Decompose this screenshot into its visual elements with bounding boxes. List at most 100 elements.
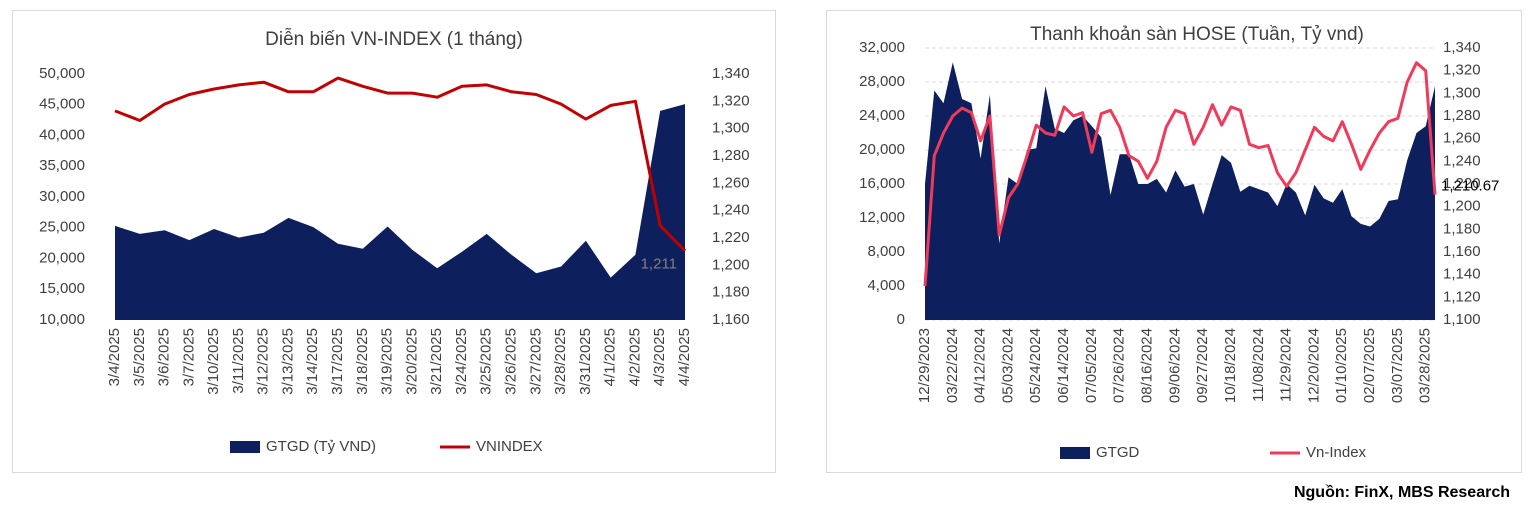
source-note: Nguồn: FinX, MBS Research (1294, 484, 1510, 501)
x-tick-label: 3/21/2025 (428, 328, 445, 395)
x-tick-label: 3/26/2025 (502, 328, 519, 395)
value-area (925, 62, 1435, 321)
value-label: 1,211 (641, 256, 677, 273)
x-tick-label: 3/14/2025 (304, 328, 321, 395)
x-tick-label: 09/27/2024 (1194, 328, 1211, 403)
index-line (923, 61, 1437, 287)
x-tick-label: 3/28/2025 (552, 328, 569, 395)
x-tick-label: 3/20/2025 (403, 328, 420, 395)
y-tick-label: 28,000 (859, 73, 905, 90)
y2-tick-label: 1,100 (1443, 311, 1481, 328)
value-label: 1,210.67 (1441, 178, 1499, 195)
x-tick-label: 05/24/2024 (1027, 328, 1044, 403)
y-tick-label: 10,000 (39, 311, 85, 328)
x-tick-label: 04/12/2024 (972, 328, 989, 403)
y2-tick-label: 1,340 (1443, 39, 1481, 56)
x-tick-label: 3/24/2025 (453, 328, 470, 395)
y2-tick-label: 1,220 (712, 229, 750, 246)
y2-tick-label: 1,200 (712, 256, 750, 273)
x-tick-label: 08/16/2024 (1139, 328, 1156, 403)
x-tick-label: 05/03/2024 (999, 328, 1016, 403)
x-tick-label: 07/26/2024 (1111, 328, 1128, 403)
x-tick-label: 3/18/2025 (354, 328, 371, 395)
x-tick-label: 4/4/2025 (676, 328, 693, 386)
y2-tick-label: 1,200 (1443, 198, 1481, 215)
x-tick-label: 3/19/2025 (379, 328, 396, 395)
y2-tick-label: 1,240 (712, 202, 750, 219)
x-tick-label: 3/13/2025 (279, 328, 296, 395)
legend-swatch (230, 441, 260, 453)
x-tick-label: 3/25/2025 (478, 328, 495, 395)
y2-tick-label: 1,280 (1443, 107, 1481, 124)
legend-swatch (1060, 447, 1090, 459)
x-tick-label: 3/31/2025 (577, 328, 594, 395)
y-tick-label: 15,000 (39, 280, 85, 297)
legend-label: VNINDEX (476, 438, 543, 455)
x-tick-label: 03/28/2025 (1417, 328, 1434, 403)
y2-tick-label: 1,220 (1443, 175, 1481, 192)
y2-tick-label: 1,340 (712, 65, 750, 82)
x-tick-label: 3/10/2025 (205, 328, 222, 395)
x-tick-label: 3/12/2025 (255, 328, 272, 395)
y-tick-label: 24,000 (859, 107, 905, 124)
y2-tick-label: 1,300 (712, 120, 750, 137)
index-line (114, 76, 687, 252)
y2-tick-label: 1,260 (712, 174, 750, 191)
x-tick-label: 07/05/2024 (1083, 328, 1100, 403)
x-tick-label: 09/06/2024 (1166, 328, 1183, 403)
x-tick-label: 12/29/2023 (916, 328, 933, 403)
x-tick-label: 11/08/2024 (1250, 328, 1267, 402)
x-tick-label: 3/27/2025 (527, 328, 544, 395)
y2-tick-label: 1,260 (1443, 130, 1481, 147)
x-tick-label: 06/14/2024 (1055, 328, 1072, 403)
x-tick-label: 4/3/2025 (651, 328, 668, 386)
y2-tick-label: 1,160 (712, 311, 750, 328)
x-tick-label: 3/7/2025 (180, 328, 197, 386)
y2-tick-label: 1,120 (1443, 288, 1481, 305)
x-tick-label: 3/4/2025 (106, 328, 123, 386)
value-area (115, 104, 685, 320)
legend-label: GTGD (1096, 444, 1139, 461)
y-tick-label: 50,000 (39, 65, 85, 82)
y-tick-label: 16,000 (859, 175, 905, 192)
y2-tick-label: 1,320 (712, 92, 750, 109)
y2-tick-label: 1,320 (1443, 62, 1481, 79)
y2-tick-label: 1,280 (712, 147, 750, 164)
y-tick-label: 40,000 (39, 126, 85, 143)
x-tick-label: 01/10/2025 (1333, 328, 1350, 403)
y-tick-label: 8,000 (867, 243, 905, 260)
x-tick-label: 3/6/2025 (156, 328, 173, 386)
x-tick-label: 3/5/2025 (131, 328, 148, 386)
x-tick-label: 03/07/2025 (1389, 328, 1406, 403)
x-tick-label: 02/07/2025 (1361, 328, 1378, 403)
legend-label: GTGD (Tỷ VND) (266, 438, 376, 455)
y-tick-label: 0 (897, 311, 905, 328)
y-tick-label: 45,000 (39, 96, 85, 113)
y-tick-label: 20,000 (39, 249, 85, 266)
y2-tick-label: 1,240 (1443, 152, 1481, 169)
y-tick-label: 12,000 (859, 209, 905, 226)
y-tick-label: 25,000 (39, 219, 85, 236)
y-tick-label: 4,000 (867, 277, 905, 294)
y2-tick-label: 1,180 (712, 284, 750, 301)
x-tick-label: 12/20/2024 (1305, 328, 1322, 403)
y2-tick-label: 1,140 (1443, 266, 1481, 283)
y2-tick-label: 1,300 (1443, 84, 1481, 101)
y-tick-label: 20,000 (859, 141, 905, 158)
x-tick-label: 3/17/2025 (329, 328, 346, 395)
y2-tick-label: 1,180 (1443, 220, 1481, 237)
chart-title: Thanh khoản sàn HOSE (Tuần, Tỷ vnd) (1030, 24, 1364, 45)
x-tick-label: 4/1/2025 (602, 328, 619, 386)
legend-label: Vn-Index (1306, 444, 1367, 461)
y-tick-label: 30,000 (39, 188, 85, 205)
x-tick-label: 03/22/2024 (944, 328, 961, 403)
y-tick-label: 35,000 (39, 157, 85, 174)
y2-tick-label: 1,160 (1443, 243, 1481, 260)
y-tick-label: 32,000 (859, 39, 905, 56)
chart-title: Diễn biến VN-INDEX (1 tháng) (265, 28, 523, 50)
x-tick-label: 4/2/2025 (626, 328, 643, 386)
x-tick-label: 11/29/2024 (1278, 328, 1295, 402)
x-tick-label: 3/11/2025 (230, 328, 247, 394)
x-tick-label: 10/18/2024 (1222, 328, 1239, 403)
